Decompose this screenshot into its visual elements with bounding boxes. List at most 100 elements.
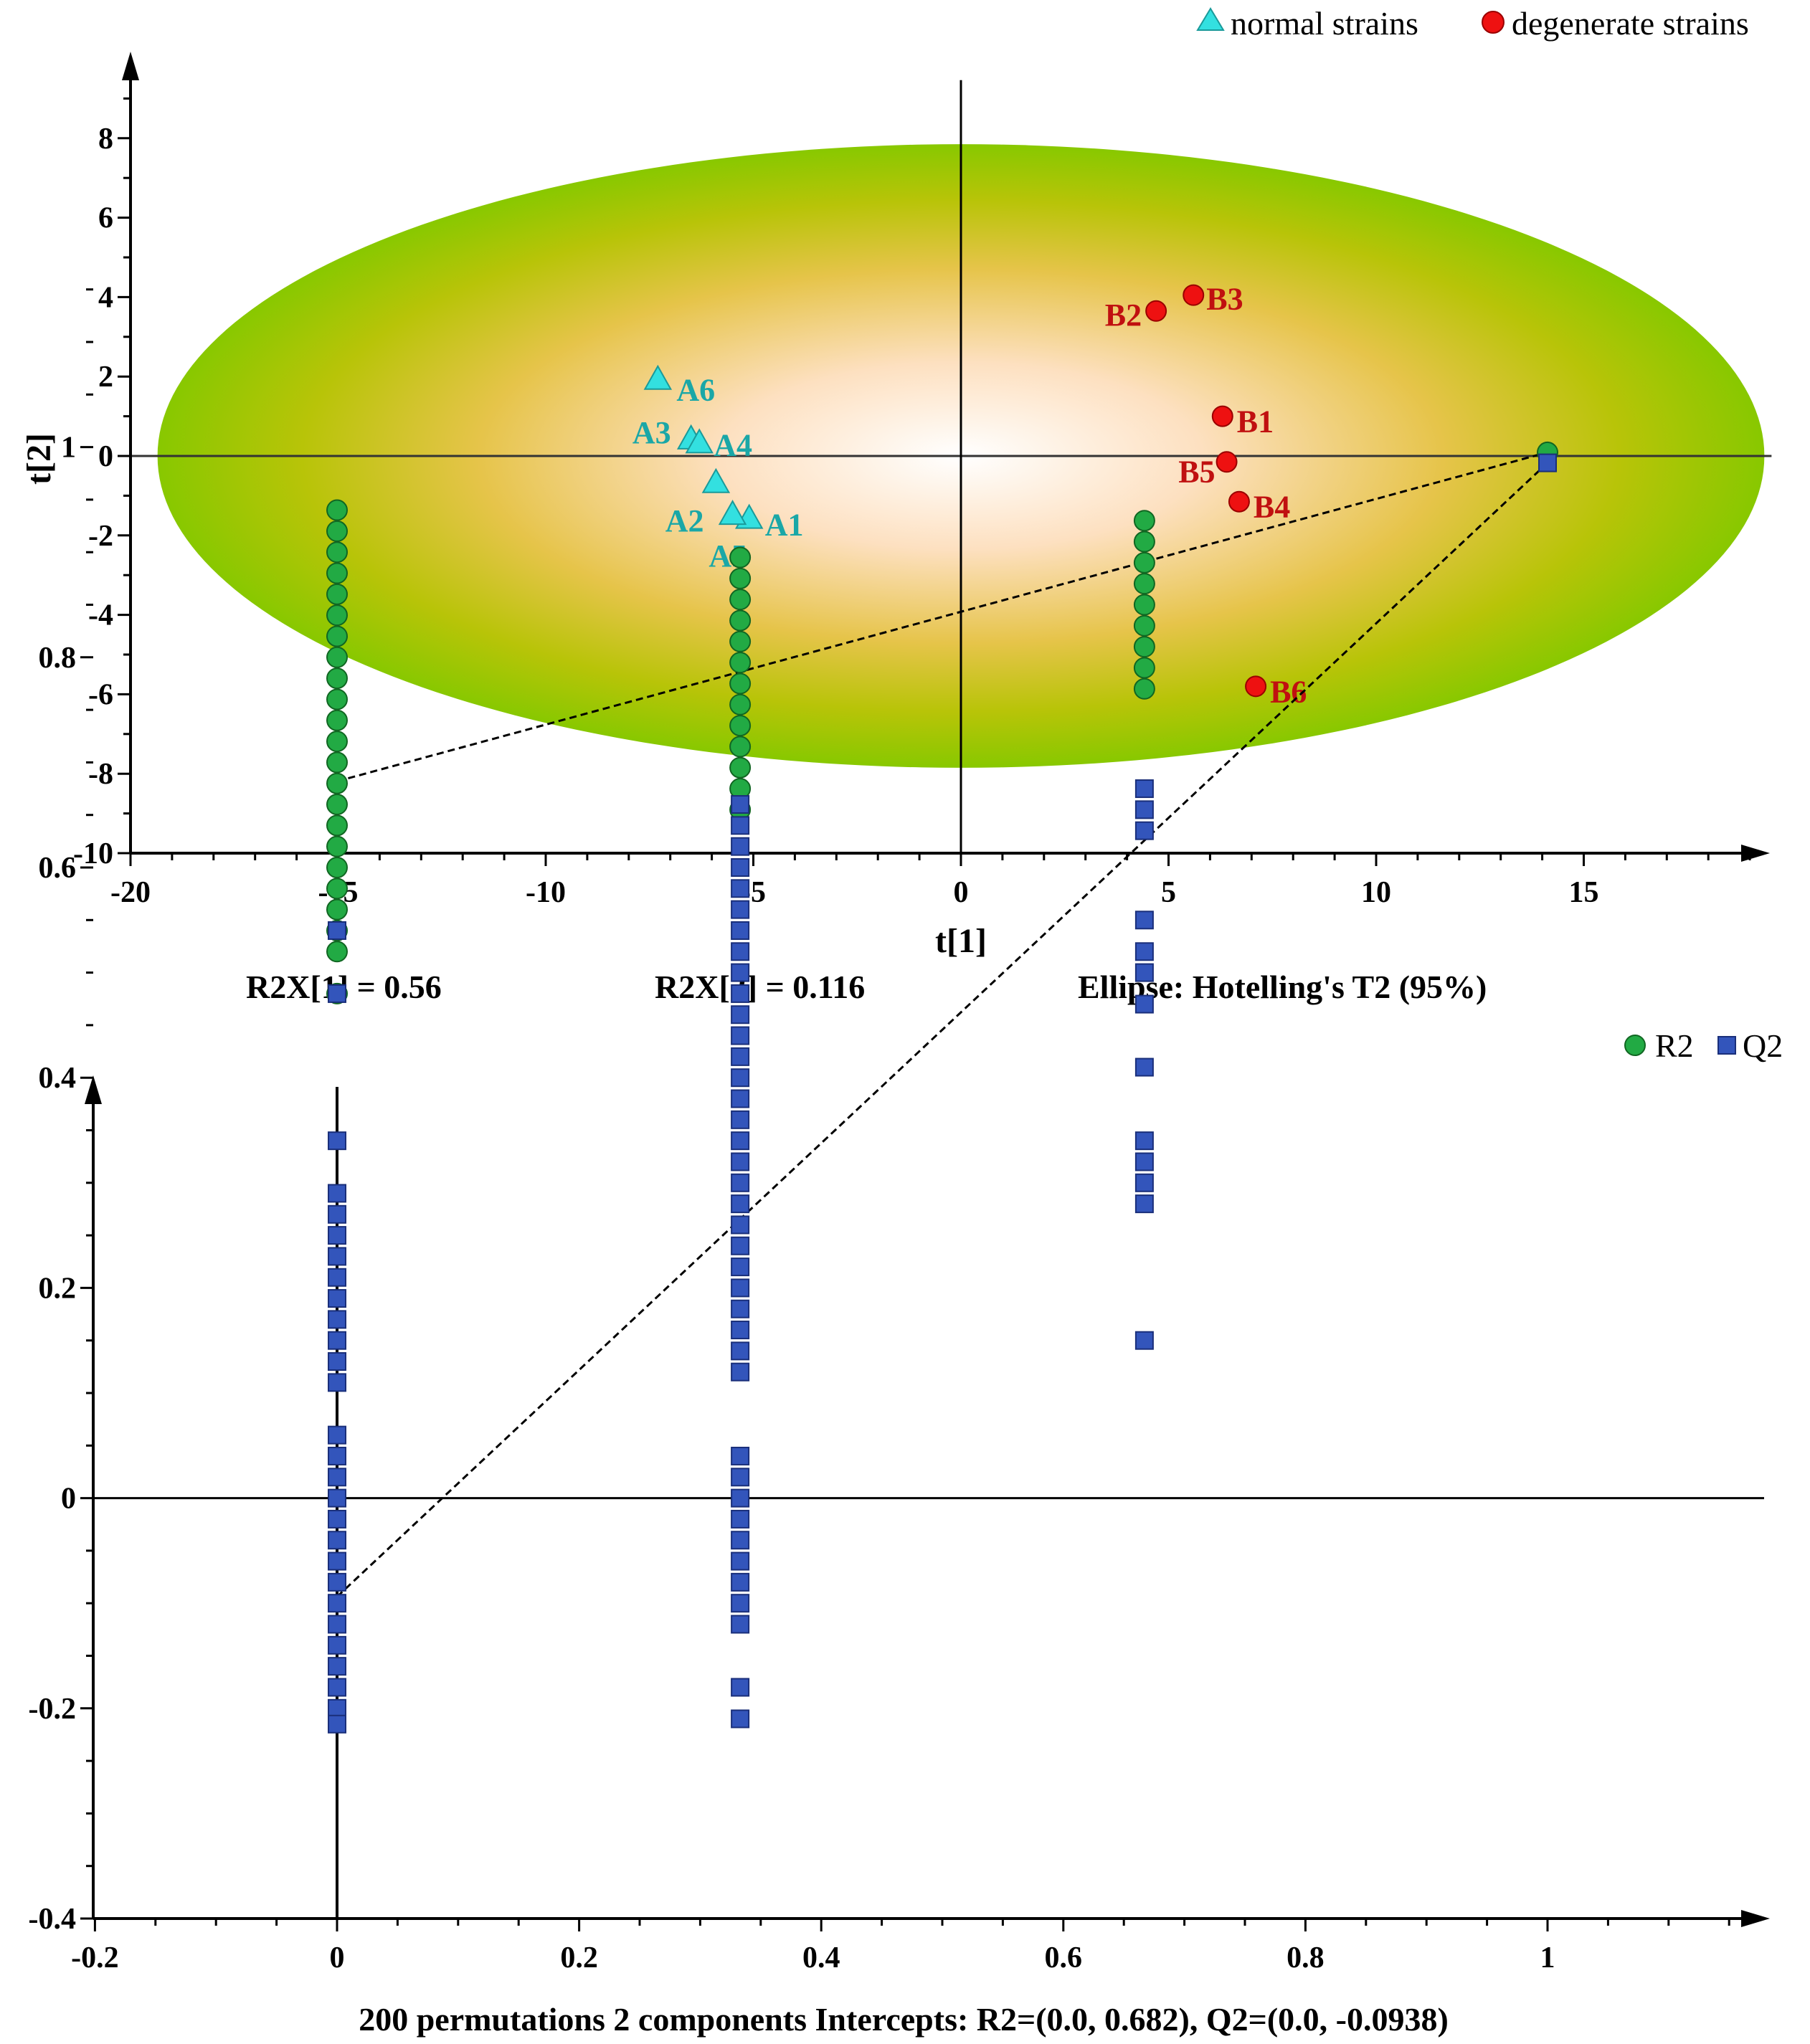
score-y-axis-title: t[2] bbox=[20, 433, 58, 485]
r2-point bbox=[326, 499, 348, 521]
q2-point bbox=[731, 795, 750, 814]
x-tick-label: 0 bbox=[954, 876, 969, 909]
q2-point bbox=[1134, 911, 1154, 930]
q2-point bbox=[328, 1714, 346, 1734]
q2-point bbox=[731, 1278, 750, 1298]
score-legend: normal strains degenerate strains bbox=[1196, 5, 1749, 42]
permutation-points bbox=[326, 441, 1558, 1734]
r2-point bbox=[729, 652, 752, 674]
q2-point bbox=[1134, 994, 1154, 1014]
y-axis-arrow bbox=[85, 1075, 102, 1104]
point-label: B3 bbox=[1206, 282, 1243, 317]
q2-point bbox=[731, 1089, 750, 1108]
q2-point bbox=[731, 879, 750, 898]
degenerate-strain-point bbox=[1183, 284, 1205, 306]
point-label: B6 bbox=[1270, 674, 1307, 709]
q2-point bbox=[328, 1268, 346, 1287]
x-tick-label: 0.2 bbox=[560, 1941, 598, 1974]
r2-point bbox=[326, 731, 348, 753]
q2-point bbox=[731, 1594, 750, 1613]
normal-strain-point bbox=[643, 364, 673, 390]
q2-point bbox=[328, 1531, 346, 1550]
q2-point bbox=[731, 1194, 750, 1214]
q2-point bbox=[731, 942, 750, 961]
r2-point bbox=[326, 688, 348, 710]
q2-point bbox=[731, 1047, 750, 1066]
q2-point bbox=[328, 1204, 346, 1224]
q2-point bbox=[731, 1678, 750, 1697]
permutation-x-axis-title: 200 permutations 2 components Intercepts… bbox=[359, 2001, 1449, 2038]
r2-point bbox=[729, 589, 752, 611]
r2-point bbox=[326, 751, 348, 774]
point-label: B1 bbox=[1237, 404, 1274, 439]
q2-point bbox=[731, 1551, 750, 1571]
q2-point bbox=[328, 1635, 346, 1655]
q2-point bbox=[731, 1173, 750, 1192]
y-tick-label: 1 bbox=[61, 432, 76, 465]
y-tick-label: -0.4 bbox=[29, 1903, 77, 1936]
y-tick-label: 0.6 bbox=[39, 852, 77, 885]
q2-point bbox=[731, 1299, 750, 1318]
y-tick-label: -10 bbox=[73, 837, 113, 870]
x-tick-label: 5 bbox=[1161, 876, 1176, 909]
y-tick-label: 2 bbox=[98, 361, 113, 394]
r2-point bbox=[729, 693, 752, 716]
legend-normal-strains: normal strains bbox=[1231, 5, 1418, 42]
q2-point bbox=[731, 1362, 750, 1382]
r2-point bbox=[1133, 551, 1155, 574]
x-tick-label: -20 bbox=[110, 876, 151, 909]
r2-point bbox=[729, 736, 752, 758]
q2-point bbox=[731, 921, 750, 940]
point-label: A3 bbox=[632, 415, 671, 450]
degenerate-strain-point bbox=[1145, 300, 1167, 322]
point-label: B5 bbox=[1178, 454, 1215, 489]
x-axis-arrow bbox=[1741, 1910, 1770, 1927]
q2-point bbox=[1134, 800, 1154, 819]
y-tick-label: 8 bbox=[98, 123, 113, 156]
y-tick-label: -2 bbox=[88, 520, 113, 553]
q2-point bbox=[731, 1131, 750, 1151]
r2-point bbox=[326, 604, 348, 627]
r2-point bbox=[1133, 594, 1155, 616]
r2-point bbox=[1133, 531, 1155, 553]
x-tick-label: 1 bbox=[1540, 1941, 1555, 1974]
r2-point bbox=[729, 672, 752, 695]
r2-point bbox=[326, 878, 348, 900]
x-axis-arrow bbox=[1741, 845, 1770, 862]
q2-point bbox=[731, 1509, 750, 1529]
q2-point bbox=[328, 1678, 346, 1697]
point-label: A4 bbox=[714, 427, 752, 462]
q2-point bbox=[328, 1657, 346, 1676]
q2-point bbox=[328, 1594, 346, 1613]
q2-point bbox=[328, 1425, 346, 1445]
q2-point bbox=[731, 837, 750, 856]
q2-point bbox=[731, 1572, 750, 1592]
q2-point bbox=[731, 816, 750, 835]
point-label: B4 bbox=[1254, 490, 1290, 525]
q2-point bbox=[328, 1289, 346, 1308]
r2-point bbox=[326, 794, 348, 816]
q2-point bbox=[731, 900, 750, 919]
r2-point bbox=[729, 756, 752, 779]
q2-regression-line bbox=[336, 462, 1549, 1598]
regression-lines bbox=[336, 451, 1549, 1598]
permutation-plot: R2 Q2 -0.2 0 0.2 0.4 0.6 0.8 1 -0.4 -0.2 0 0.2 0.4 0… bbox=[29, 288, 1783, 2038]
permutation-axes: -0.2 0 0.2 0.4 0.6 0.8 1 -0.4 -0.2 0 0.2 0.4 0.6 0.8 1 bbox=[29, 288, 1770, 1974]
y-tick-label: -6 bbox=[88, 678, 113, 711]
degenerate-strain-point bbox=[1228, 490, 1250, 513]
point-label: A1 bbox=[765, 508, 804, 543]
x-tick-label: 15 bbox=[1569, 876, 1599, 909]
r2-point bbox=[1133, 614, 1155, 637]
q2-point bbox=[731, 1446, 750, 1465]
q2-point bbox=[328, 1310, 346, 1329]
normal-strain-point bbox=[685, 428, 714, 454]
x-tick-label: 0.8 bbox=[1287, 1941, 1325, 1974]
y-tick-label: 0.4 bbox=[39, 1062, 77, 1095]
q2-point bbox=[328, 1468, 346, 1487]
q2-point bbox=[731, 1531, 750, 1550]
q2-point bbox=[1134, 821, 1154, 840]
q2-point bbox=[328, 1247, 346, 1266]
q2-point bbox=[328, 1551, 346, 1571]
q2-point bbox=[328, 1698, 346, 1718]
